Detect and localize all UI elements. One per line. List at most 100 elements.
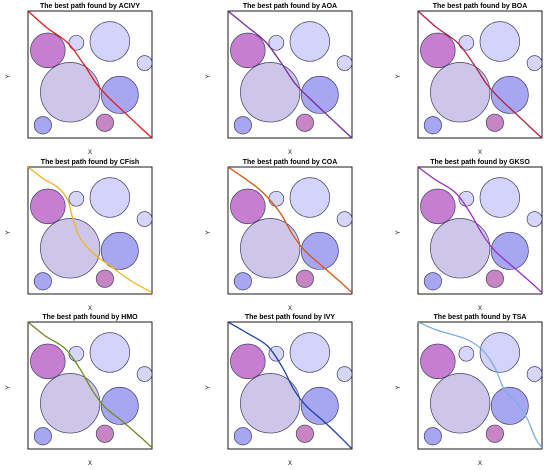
obstacle-circle-8: [95, 424, 114, 443]
obstacle-circle-5: [40, 373, 101, 434]
obstacle-circle-4: [526, 211, 542, 227]
plot-area: [228, 167, 352, 294]
y-axis-label: Y: [206, 385, 212, 389]
best-path-line: [228, 167, 352, 294]
obstacle-circle-4: [526, 55, 542, 71]
obstacle-circle-7: [423, 427, 442, 446]
obstacle-circle-7: [423, 116, 442, 135]
panel-title: The best path found by BOA: [433, 3, 528, 10]
obstacle-circle-6: [100, 231, 139, 270]
panel-1: The best path found by ACIVY X Y: [6, 3, 153, 156]
obstacle-circle-7: [233, 427, 252, 446]
obstacle-circle-1: [230, 343, 266, 380]
obstacle-circle-5: [40, 62, 101, 123]
obstacle-circle-6: [300, 75, 339, 114]
obstacle-circle-3: [479, 177, 521, 218]
panel-title: The best path found by AOA: [243, 3, 337, 10]
obstacle-circle-7: [33, 272, 52, 291]
obstacle-circle-4: [336, 211, 352, 227]
obstacle-circle-8: [295, 424, 314, 443]
obstacle-circle-2: [68, 34, 85, 51]
best-path-line: [418, 322, 542, 449]
obstacle-circle-3: [89, 332, 131, 373]
obstacle-circle-8: [485, 269, 504, 288]
obstacle-circle-7: [33, 427, 52, 446]
obstacle-circle-3: [289, 332, 331, 373]
best-path-line: [418, 167, 542, 294]
obstacle-circle-6: [100, 386, 139, 425]
best-path-line: [228, 11, 352, 138]
obstacle-circle-3: [89, 177, 131, 218]
obstacle-circle-4: [136, 366, 152, 382]
obstacle-circle-8: [295, 269, 314, 288]
obstacle-circle-8: [95, 269, 114, 288]
obstacle-circle-8: [95, 113, 114, 132]
obstacle-circle-1: [230, 188, 266, 225]
obstacle-circle-7: [33, 116, 52, 135]
obstacle-circle-6: [490, 231, 529, 270]
x-axis-label: X: [288, 306, 292, 312]
obstacle-circle-6: [490, 75, 529, 114]
obstacle-circle-2: [268, 190, 285, 207]
obstacle-circle-1: [420, 188, 456, 225]
obstacle-circle-1: [230, 32, 266, 69]
obstacle-circle-3: [89, 21, 131, 62]
obstacle-circle-5: [240, 62, 301, 123]
obstacle-circle-2: [268, 34, 285, 51]
x-axis-label: X: [478, 306, 482, 312]
panel-7: The best path found by HMO X Y: [6, 314, 153, 467]
obstacle-circle-2: [458, 34, 475, 51]
panel-3: The best path found by BOA X Y: [396, 3, 543, 156]
panel-9: The best path found by TSA X Y: [396, 314, 543, 467]
y-axis-label: Y: [396, 385, 402, 389]
obstacle-circle-4: [336, 366, 352, 382]
panel-5: The best path found by COA X Y: [206, 159, 353, 312]
obstacle-circle-2: [68, 345, 85, 362]
obstacle-circle-5: [430, 373, 491, 434]
obstacle-circle-4: [336, 55, 352, 71]
y-axis-label: Y: [206, 74, 212, 78]
y-axis-label: Y: [206, 230, 212, 234]
obstacle-circle-1: [420, 343, 456, 380]
panel-title: The best path found by CFish: [41, 159, 139, 166]
obstacle-circle-3: [289, 177, 331, 218]
best-path-line: [28, 11, 152, 138]
panel-title: The best path found by TSA: [434, 314, 527, 321]
obstacle-circle-4: [136, 55, 152, 71]
obstacle-circle-5: [240, 373, 301, 434]
panel-title: The best path found by COA: [243, 159, 338, 166]
plot-area: [418, 11, 542, 138]
best-path-line: [418, 11, 542, 138]
obstacle-circle-4: [526, 366, 542, 382]
panel-title: The best path found by IVY: [245, 314, 336, 321]
obstacle-circle-8: [485, 424, 504, 443]
x-axis-label: X: [478, 150, 482, 156]
obstacle-circle-5: [240, 218, 301, 279]
x-axis-label: X: [478, 461, 482, 467]
x-axis-label: X: [288, 461, 292, 467]
y-axis-label: Y: [396, 230, 402, 234]
obstacle-circle-8: [485, 113, 504, 132]
plot-area: [228, 322, 352, 449]
x-axis-label: X: [88, 150, 92, 156]
panel-2: The best path found by AOA X Y: [206, 3, 353, 156]
x-axis-label: X: [88, 306, 92, 312]
obstacle-circle-2: [68, 190, 85, 207]
plot-area: [28, 167, 152, 294]
obstacle-circle-7: [423, 272, 442, 291]
obstacle-circle-1: [420, 32, 456, 69]
best-path-line: [28, 167, 152, 294]
obstacle-circle-2: [268, 345, 285, 362]
plot-area: [28, 322, 152, 449]
plot-area: [418, 322, 542, 449]
obstacle-circle-6: [300, 231, 339, 270]
x-axis-label: X: [88, 461, 92, 467]
y-axis-label: Y: [6, 385, 12, 389]
best-path-line: [228, 322, 352, 449]
obstacle-circle-5: [40, 218, 101, 279]
obstacle-circle-6: [490, 386, 529, 425]
obstacle-circle-7: [233, 272, 252, 291]
obstacle-circle-6: [100, 75, 139, 114]
best-path-line: [28, 322, 152, 449]
